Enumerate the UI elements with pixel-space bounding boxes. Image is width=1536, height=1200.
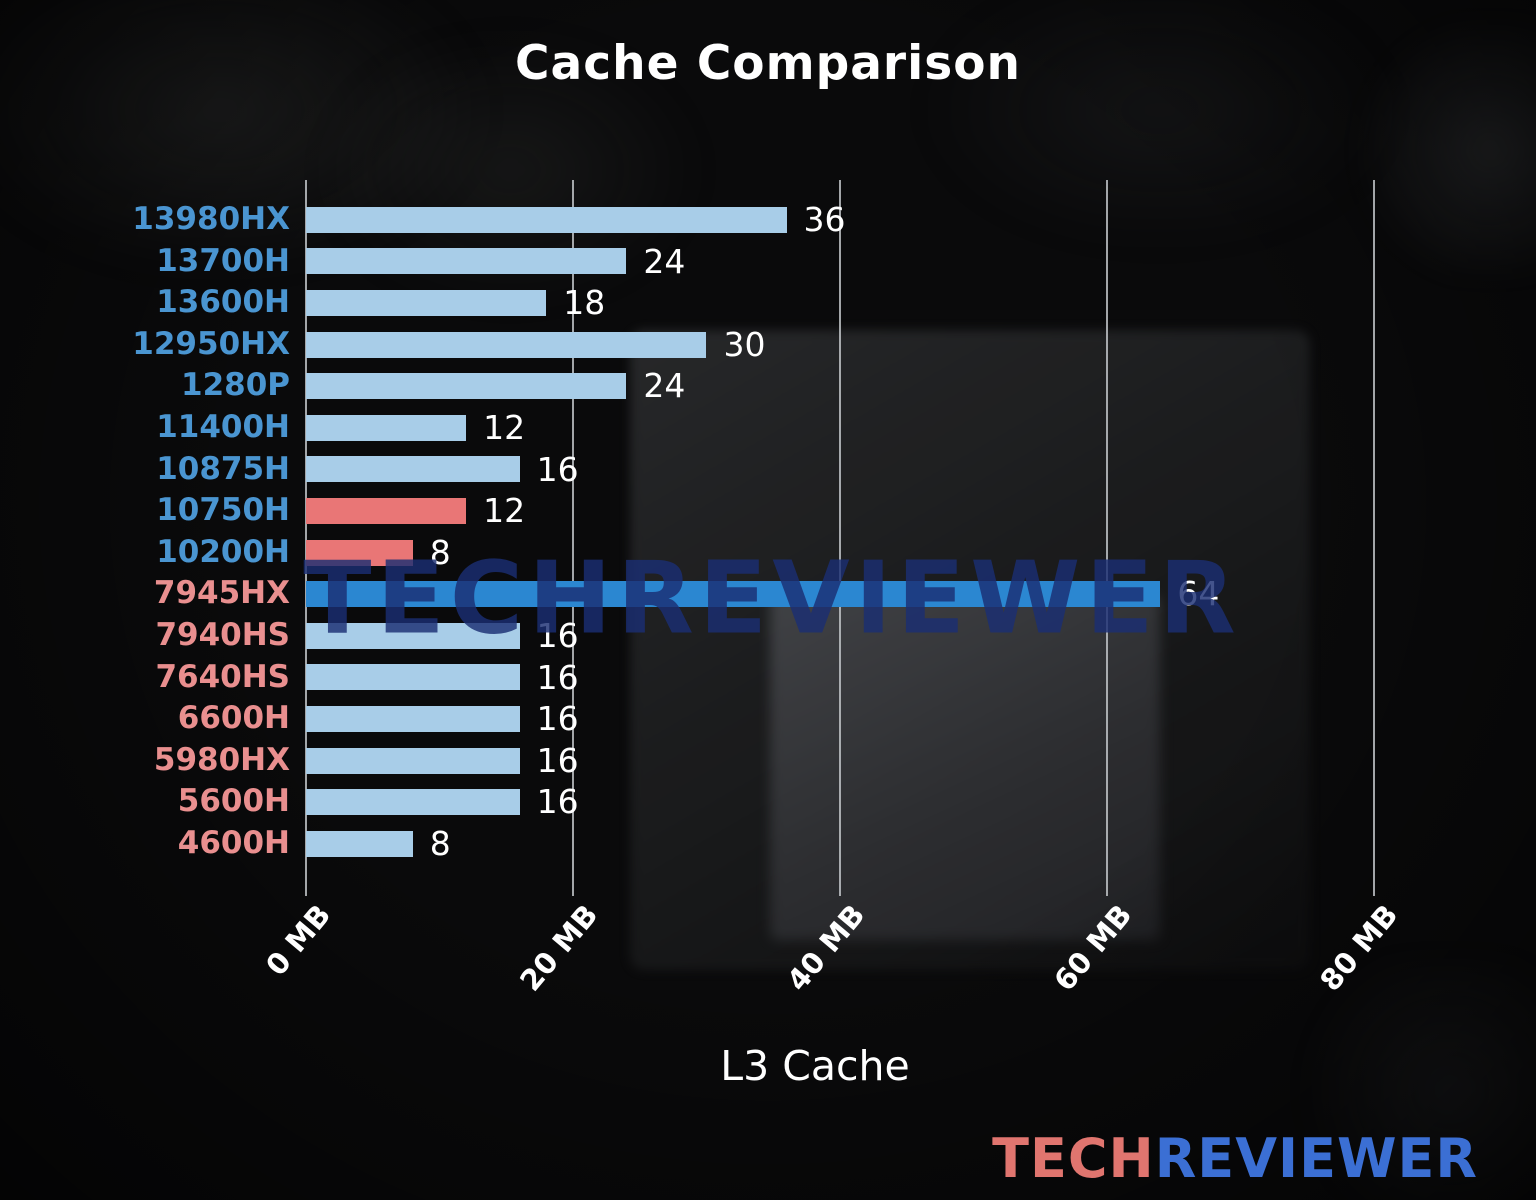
category-label: 10750H xyxy=(156,492,290,529)
bar xyxy=(306,789,520,816)
chart-row: 11400H 12 xyxy=(156,407,1445,449)
chart-row: 1280P 24 xyxy=(181,365,1445,407)
chart-title: Cache Comparison xyxy=(515,36,1021,91)
chart-row: 6600H 16 xyxy=(178,698,1445,740)
bar xyxy=(306,830,413,857)
chart-row: 10875H 16 xyxy=(156,449,1445,491)
x-tick-label: 40 MB xyxy=(779,898,871,998)
bar xyxy=(306,664,520,691)
chart-row: 12950HX 30 xyxy=(132,324,1445,366)
value-label: 16 xyxy=(536,449,579,489)
bar xyxy=(306,289,547,316)
value-label: 18 xyxy=(563,283,606,323)
bar xyxy=(306,539,413,566)
site-logo-part1: TECH xyxy=(992,1127,1155,1190)
chart-row: 13700H 24 xyxy=(156,241,1445,283)
bar xyxy=(306,331,707,358)
value-label: 36 xyxy=(803,200,846,239)
category-label: 13980HX xyxy=(132,201,290,237)
chart-row: 10750H 12 xyxy=(156,490,1445,532)
value-label: 16 xyxy=(536,740,579,780)
site-logo: TECHREVIEWER xyxy=(992,1127,1478,1190)
value-label: 24 xyxy=(643,241,686,281)
bar xyxy=(306,581,1161,608)
bar xyxy=(306,622,520,649)
value-label: 12 xyxy=(483,408,526,447)
chart-row: 7940HS 16 xyxy=(155,615,1445,657)
value-label: 8 xyxy=(429,532,451,572)
category-label: 7945HX xyxy=(153,575,290,612)
value-label: 64 xyxy=(1177,574,1220,614)
value-label: 16 xyxy=(536,699,579,739)
category-label: 13700H xyxy=(156,242,290,279)
category-label: 5600H xyxy=(177,783,290,820)
category-label: 4600H xyxy=(177,825,290,861)
site-logo-part2: REVIEWER xyxy=(1154,1127,1478,1190)
value-label: 8 xyxy=(429,824,451,863)
category-label: 1280P xyxy=(181,367,290,404)
category-label: 10875H xyxy=(156,450,290,487)
chart-row: 10200H 8 xyxy=(156,532,1445,574)
bar xyxy=(306,373,627,400)
category-label: 11400H xyxy=(156,409,290,445)
plot-area: 0 MB 20 MB 40 MB 60 MB 80 MB 13980HX 36 13700H 2… xyxy=(132,180,1445,998)
chart-row: 5600H 16 xyxy=(178,781,1445,823)
chart-row: 5980HX 16 xyxy=(154,740,1445,782)
value-label: 30 xyxy=(723,324,766,364)
value-label: 24 xyxy=(643,366,686,406)
bar xyxy=(306,456,520,483)
bar xyxy=(306,705,520,732)
category-label: 6600H xyxy=(177,700,290,737)
value-label: 16 xyxy=(536,657,579,697)
x-tick-label: 0 MB xyxy=(258,898,338,983)
category-label: 7940HS xyxy=(155,617,290,653)
x-axis-label: L3 Cache xyxy=(720,1042,910,1090)
x-tick-label: 60 MB xyxy=(1046,898,1138,998)
chart-row: 13600H 18 xyxy=(156,282,1445,324)
category-label: 7640HS xyxy=(155,658,290,695)
value-label: 12 xyxy=(483,491,526,531)
category-label: 10200H xyxy=(156,533,290,570)
x-tick-label: 20 MB xyxy=(512,898,605,998)
chart-row: 4600H 8 xyxy=(178,823,1445,865)
chart-row: 13980HX 36 xyxy=(132,199,1445,241)
category-label: 13600H xyxy=(156,284,290,321)
category-label: 5980HX xyxy=(153,741,290,778)
value-label: 16 xyxy=(536,616,579,655)
x-tick-label: 80 MB xyxy=(1313,898,1405,998)
bar xyxy=(306,747,520,774)
bar xyxy=(306,248,627,275)
bar xyxy=(306,206,787,233)
chart-row: 7640HS 16 xyxy=(155,657,1445,699)
bar xyxy=(306,414,467,441)
category-label: 12950HX xyxy=(132,325,290,362)
value-label: 16 xyxy=(536,782,579,822)
bar xyxy=(306,497,467,524)
chart-row: 7945HX 64 xyxy=(154,573,1445,615)
